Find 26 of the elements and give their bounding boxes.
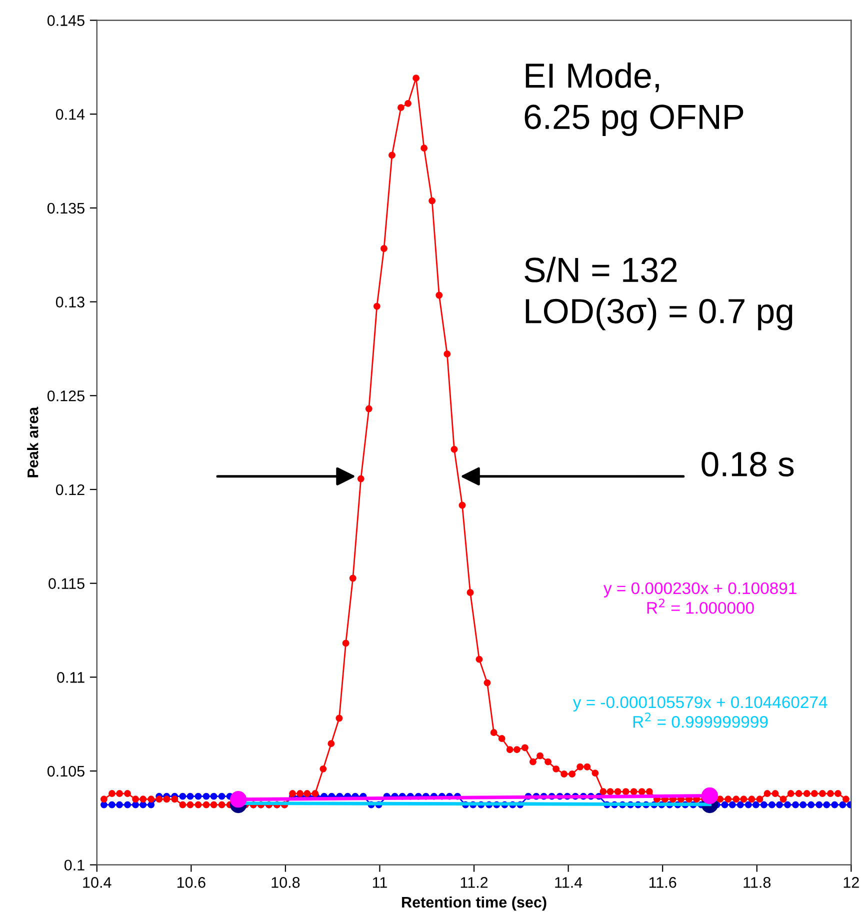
y-tick-label: 0.1: [64, 860, 84, 871]
x-tick-label: 11: [372, 877, 387, 888]
annotation: y = -0.000105579x + 0.104460274 R$^{2}$ = 0.999999999: [572, 696, 828, 728]
y-axis-title: Peak area: [27, 406, 38, 478]
x-tick-label: 10.8: [272, 877, 300, 888]
y-tick-label: 0.105: [47, 766, 84, 777]
x-tick-label: 11.6: [649, 877, 676, 888]
y-tick-label: 0.125: [47, 390, 84, 402]
annotation: S/N = 132 LOD(3σ) = 0.7 pg: [524, 256, 792, 330]
y-tick-label: 0.135: [47, 202, 84, 214]
y-tick-label: 0.145: [47, 15, 84, 26]
y-tick-label: 0.115: [48, 578, 84, 590]
x-axis-title: Retention time (sec): [402, 896, 546, 911]
x-tick-label: 12: [844, 877, 859, 888]
y-tick-label: 0.14: [56, 108, 85, 120]
x-tick-label: 11.2: [460, 877, 488, 888]
x-tick-label: 11.4: [555, 877, 582, 888]
y-tick-label: 0.12: [56, 484, 84, 496]
annotation: EI Mode, 6.25 pg OFNP: [524, 62, 744, 136]
annotation: y = 0.000230x + 0.100891 R$^{2}$ = 1.000000: [604, 582, 796, 614]
x-tick-label: 11.8: [744, 877, 771, 888]
annotation: 0.18 s: [702, 452, 794, 477]
y-tick-label: 0.13: [56, 296, 84, 308]
y-tick-label: 0.11: [57, 672, 84, 683]
x-tick-label: 10.4: [83, 877, 112, 888]
x-tick-label: 10.6: [177, 877, 206, 888]
